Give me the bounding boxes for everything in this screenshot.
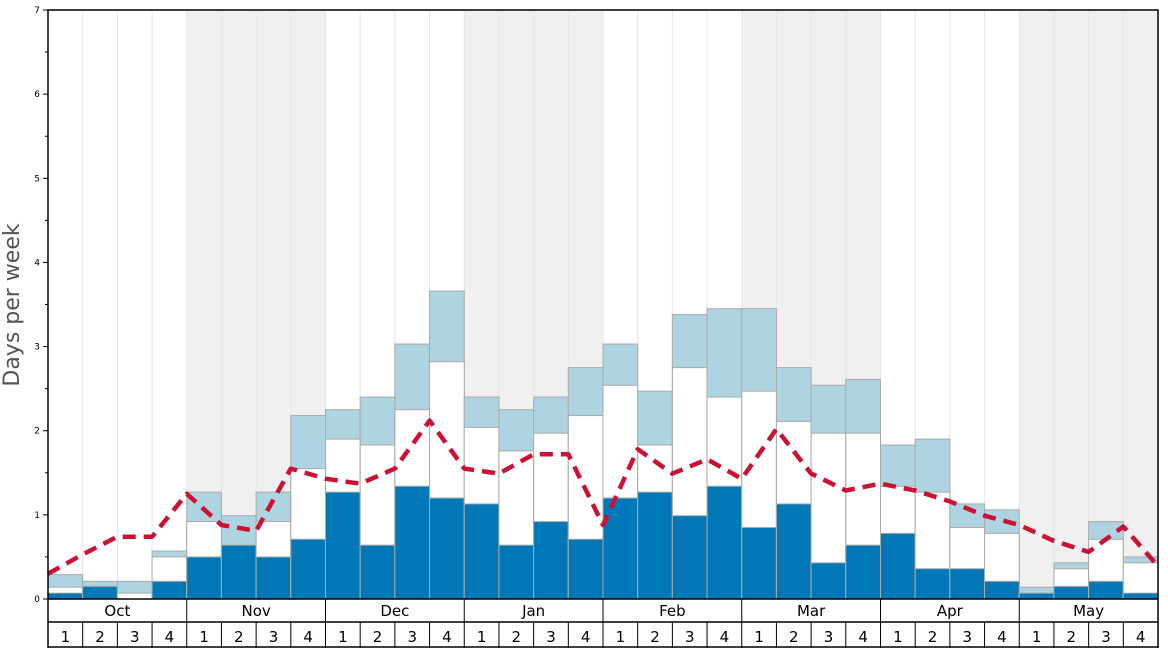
bar-lower bbox=[706, 485, 743, 600]
week-label: 4 bbox=[303, 628, 313, 646]
bar-lower bbox=[151, 580, 188, 600]
y-tick-label: 0 bbox=[34, 595, 40, 605]
week-label: 1 bbox=[1032, 628, 1042, 646]
week-label: 3 bbox=[546, 628, 556, 646]
week-label: 2 bbox=[1067, 628, 1077, 646]
bar-lower bbox=[845, 544, 881, 600]
week-label: 2 bbox=[512, 628, 522, 646]
week-label: 4 bbox=[581, 628, 591, 646]
bar-lower bbox=[775, 503, 812, 600]
bar-lower bbox=[325, 491, 361, 600]
week-label: 2 bbox=[95, 628, 105, 646]
month-label-mar: Mar bbox=[797, 602, 826, 620]
axes: 0 1 2 3 4 5 6 7 Oct 1 2 3 4 Nov 1 2 3 4 Dec 1 2 3 4 Jan 1 2 3 4 Feb 1… bbox=[34, 6, 1159, 648]
week-label: 4 bbox=[165, 628, 175, 646]
week-label: 2 bbox=[789, 628, 799, 646]
month-label-oct: Oct bbox=[104, 602, 130, 620]
week-label: 3 bbox=[962, 628, 972, 646]
bar-middle bbox=[116, 592, 153, 600]
bar-lower bbox=[637, 491, 673, 600]
week-label: 1 bbox=[616, 628, 626, 646]
week-label: 4 bbox=[997, 628, 1007, 646]
y-tick-label: 3 bbox=[34, 343, 40, 353]
week-label: 1 bbox=[199, 628, 209, 646]
bar-lower bbox=[602, 497, 639, 600]
bar-lower bbox=[82, 585, 118, 600]
y-tick-label: 6 bbox=[34, 90, 40, 100]
month-label-may: May bbox=[1073, 602, 1104, 620]
month-label-feb: Feb bbox=[659, 602, 686, 620]
week-label: 2 bbox=[234, 628, 244, 646]
bar-lower bbox=[47, 592, 84, 600]
bar-lower bbox=[671, 515, 708, 600]
week-label: 1 bbox=[61, 628, 71, 646]
bar-lower bbox=[984, 580, 1020, 600]
bar-lower bbox=[1088, 580, 1124, 600]
bar-lower bbox=[880, 532, 916, 600]
week-label: 3 bbox=[407, 628, 417, 646]
bar-lower bbox=[533, 521, 569, 600]
bar-lower bbox=[290, 538, 326, 600]
week-label: 3 bbox=[824, 628, 834, 646]
month-label-dec: Dec bbox=[380, 602, 409, 620]
week-label: 4 bbox=[442, 628, 452, 646]
bar-lower bbox=[1053, 585, 1090, 600]
bar-lower bbox=[810, 562, 847, 600]
bar-lower bbox=[220, 544, 257, 600]
week-label: 3 bbox=[269, 628, 279, 646]
bar-lower bbox=[741, 526, 777, 600]
y-axis-label: Days per week bbox=[0, 223, 25, 386]
week-label: 3 bbox=[130, 628, 140, 646]
bar-lower bbox=[1122, 592, 1159, 600]
bar-lower bbox=[498, 544, 535, 600]
week-label: 4 bbox=[858, 628, 868, 646]
bar-lower bbox=[914, 568, 951, 600]
y-tick-label: 4 bbox=[34, 258, 40, 268]
week-label: 3 bbox=[1101, 628, 1111, 646]
bar-lower bbox=[394, 485, 431, 600]
y-tick-label: 2 bbox=[34, 427, 40, 437]
week-label: 1 bbox=[338, 628, 348, 646]
y-tick-label: 5 bbox=[34, 174, 40, 184]
week-label: 3 bbox=[685, 628, 695, 646]
y-tick-label: 7 bbox=[34, 6, 40, 16]
bar-lower bbox=[186, 556, 222, 600]
y-tick-label: 1 bbox=[34, 511, 40, 521]
bar-lower bbox=[429, 497, 465, 600]
month-label-apr: Apr bbox=[937, 602, 964, 620]
bar-lower bbox=[359, 544, 396, 600]
week-label: 2 bbox=[928, 628, 938, 646]
week-label: 1 bbox=[477, 628, 487, 646]
week-label: 4 bbox=[1136, 628, 1146, 646]
bar-lower bbox=[567, 538, 604, 600]
week-label: 2 bbox=[373, 628, 383, 646]
month-label-jan: Jan bbox=[521, 602, 545, 620]
week-label: 4 bbox=[720, 628, 730, 646]
week-label: 2 bbox=[650, 628, 660, 646]
month-label-nov: Nov bbox=[241, 602, 270, 620]
bar-lower bbox=[949, 568, 986, 600]
week-label: 1 bbox=[893, 628, 903, 646]
bar-lower bbox=[255, 556, 292, 600]
bar-lower bbox=[463, 503, 500, 600]
bar-lower bbox=[1018, 592, 1055, 600]
trend-line bbox=[46, 418, 1160, 576]
bars bbox=[47, 290, 1159, 600]
week-label: 1 bbox=[754, 628, 764, 646]
trend-line-layer bbox=[46, 418, 1160, 576]
